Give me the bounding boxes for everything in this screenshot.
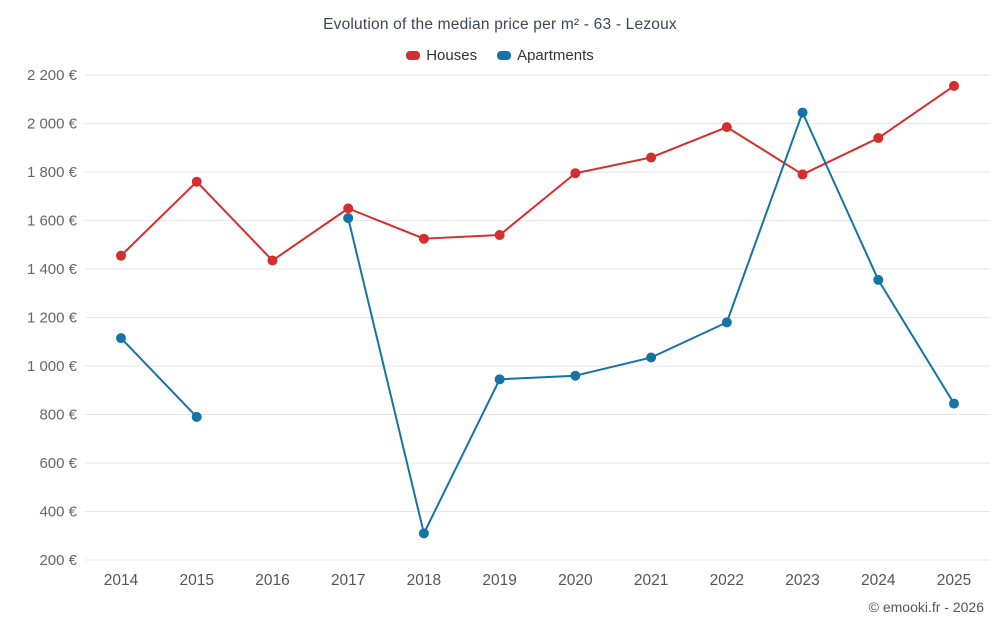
x-axis-label: 2019 bbox=[482, 572, 516, 589]
x-axis-label: 2017 bbox=[331, 572, 365, 589]
apartments-legend-marker bbox=[497, 51, 512, 60]
houses-marker[interactable] bbox=[494, 230, 505, 241]
apartments-marker[interactable] bbox=[570, 370, 581, 381]
houses-marker[interactable] bbox=[873, 133, 884, 144]
chart-legend: Houses Apartments bbox=[0, 47, 1000, 64]
legend-item-houses[interactable]: Houses bbox=[406, 47, 477, 64]
houses-marker[interactable] bbox=[721, 122, 732, 133]
y-axis-label: 1 600 € bbox=[27, 213, 78, 230]
apartments-marker[interactable] bbox=[797, 107, 808, 118]
apartments-marker[interactable] bbox=[873, 274, 884, 285]
y-axis-label: 1 800 € bbox=[27, 164, 78, 181]
houses-line bbox=[120, 84, 955, 262]
houses-marker[interactable] bbox=[418, 233, 429, 244]
copyright-text: © emooki.fr - 2026 bbox=[868, 599, 984, 615]
apartments-marker[interactable] bbox=[494, 374, 505, 385]
apartments-legend-label: Apartments bbox=[517, 47, 594, 64]
houses-marker[interactable] bbox=[116, 250, 126, 261]
apartments-line bbox=[347, 111, 955, 535]
x-axis-label: 2014 bbox=[104, 572, 139, 589]
x-axis-label: 2021 bbox=[634, 572, 668, 589]
legend-item-apartments[interactable]: Apartments bbox=[497, 47, 594, 64]
apartments-marker[interactable] bbox=[418, 528, 429, 539]
y-axis-label: 1 400 € bbox=[27, 261, 78, 278]
y-axis-label: 1 000 € bbox=[27, 358, 78, 375]
y-axis-label: 2 000 € bbox=[27, 116, 78, 133]
x-axis-label: 2016 bbox=[255, 572, 289, 589]
apartments-marker[interactable] bbox=[116, 333, 126, 344]
y-axis-label: 1 200 € bbox=[27, 310, 78, 327]
x-axis-label: 2015 bbox=[179, 572, 213, 589]
apartments-marker[interactable] bbox=[646, 352, 657, 363]
apartments-marker[interactable] bbox=[721, 317, 732, 328]
houses-marker[interactable] bbox=[797, 169, 808, 180]
apartments-marker[interactable] bbox=[343, 213, 354, 224]
y-axis-label: 400 € bbox=[39, 504, 77, 521]
x-axis-label: 2022 bbox=[710, 572, 744, 589]
x-axis-label: 2020 bbox=[558, 572, 593, 589]
chart-title: Evolution of the median price per m² - 6… bbox=[323, 16, 677, 33]
y-axis-label: 200 € bbox=[39, 552, 77, 569]
apartments-marker[interactable] bbox=[949, 398, 959, 409]
apartments-line bbox=[120, 337, 198, 418]
x-axis-label: 2024 bbox=[861, 572, 896, 589]
y-axis-label: 2 200 € bbox=[27, 67, 78, 84]
houses-marker[interactable] bbox=[570, 168, 581, 179]
houses-marker[interactable] bbox=[343, 203, 354, 214]
apartments-marker[interactable] bbox=[191, 411, 202, 422]
houses-marker[interactable] bbox=[267, 255, 278, 266]
houses-marker[interactable] bbox=[191, 176, 202, 187]
houses-marker[interactable] bbox=[646, 152, 657, 163]
houses-marker[interactable] bbox=[949, 80, 959, 91]
x-axis-label: 2023 bbox=[785, 572, 819, 589]
houses-legend-label: Houses bbox=[426, 47, 478, 64]
y-axis-label: 800 € bbox=[39, 407, 77, 424]
x-axis-label: 2025 bbox=[937, 572, 971, 589]
x-axis-label: 2018 bbox=[407, 572, 441, 589]
houses-legend-marker bbox=[406, 51, 421, 60]
y-axis-label: 600 € bbox=[39, 455, 77, 472]
